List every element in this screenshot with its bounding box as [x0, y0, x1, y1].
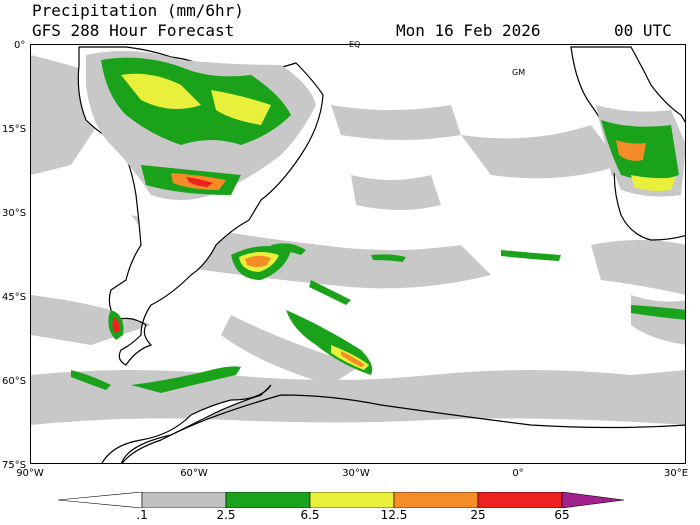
equator-label: EQ	[349, 40, 361, 49]
lon-label-60w: 60°W	[180, 468, 208, 479]
greenwich-label: GM	[512, 68, 526, 77]
lon-label-30w: 30°W	[342, 468, 370, 479]
colorbar-segment-2	[225, 492, 311, 508]
antarctica-peninsula	[121, 394, 685, 463]
lat-label-75s: 75°S	[2, 460, 27, 471]
colorbar-label-2: 6.5	[300, 508, 320, 522]
colorbar-segment-0	[58, 492, 143, 508]
lat-label-60s: 60°S	[2, 376, 27, 387]
colorbar-segment-3	[309, 492, 395, 508]
chart-title: Precipitation (mm/6hr)	[32, 1, 244, 20]
lat-label-0: 0°	[14, 40, 26, 51]
south-america-precip	[86, 51, 316, 340]
lat-label-30s: 30°S	[2, 208, 27, 219]
map-svg	[31, 46, 685, 463]
lon-label-30e: 30°E	[663, 468, 689, 479]
precipitation-map	[30, 44, 686, 464]
colorbar-label-5: 65	[554, 508, 570, 522]
colorbar-label-1: 2.5	[216, 508, 236, 522]
colorbar-label-3: 12.5	[380, 508, 408, 522]
forecast-date: Mon 16 Feb 2026	[396, 21, 541, 40]
colorbar-segment-5	[477, 492, 563, 508]
africa-precip	[596, 105, 685, 197]
lon-label-90w: 90°W	[16, 468, 44, 479]
colorbar-label-4: 25	[470, 508, 486, 522]
colorbar	[58, 492, 625, 508]
colorbar-segment-4	[393, 492, 479, 508]
forecast-time: 00 UTC	[614, 21, 672, 40]
lon-label-0: 0°	[512, 468, 524, 479]
lat-label-45s: 45°S	[2, 292, 27, 303]
colorbar-segment-6	[561, 492, 625, 508]
ocean-storms	[71, 243, 685, 393]
colorbar-label-0: .1	[136, 508, 148, 522]
forecast-label: GFS 288 Hour Forecast	[32, 21, 235, 40]
lat-label-15s: 15°S	[2, 124, 27, 135]
colorbar-segment-1	[141, 492, 227, 508]
